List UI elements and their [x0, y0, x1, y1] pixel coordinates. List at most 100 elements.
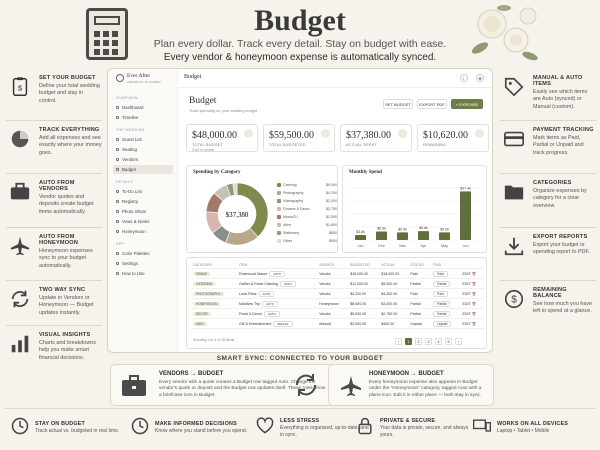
category-badge: VENUE: [193, 271, 210, 276]
edit-button[interactable]: EDIT: [462, 321, 471, 326]
paid-select[interactable]: Unpaid: [433, 320, 452, 327]
trash-icon[interactable]: 🗑: [470, 281, 477, 286]
sidebar-item-label: Guest List: [122, 137, 142, 142]
benefit-title: MAKE INFORMED DECISIONS: [155, 421, 237, 428]
edit-button[interactable]: EDIT: [462, 291, 471, 296]
sidebar-item-registry[interactable]: Registry: [113, 197, 173, 206]
table-row[interactable]: PHOTOGRAPHY Luna Films AUTO Vendor $4,200.00…: [191, 288, 484, 299]
donut-center-value: $37,380: [226, 211, 249, 219]
credit-card-icon: [500, 125, 528, 153]
paid-cell: Partial: [431, 278, 461, 289]
legend-label: Photography: [283, 191, 304, 195]
benefit-desc: Track actual vs. budgeted in real time.: [35, 428, 120, 435]
sidebar-item-vendors[interactable]: Vendors: [113, 155, 173, 164]
edit-button[interactable]: EDIT: [462, 281, 471, 286]
logo-icon: [116, 74, 124, 82]
benefit-item: WORKS ON ALL DEVICES Laptop • Tablet • Mo…: [472, 410, 596, 446]
sidebar-item-label: Vendors: [122, 157, 139, 162]
benefit-item: MAKE INFORMED DECISIONS Know where you st…: [130, 410, 248, 446]
feature-title: TWO WAY SYNC: [39, 287, 86, 293]
legend-label: Videography: [283, 199, 304, 203]
main-content: Budget ☾ ⚙ Budget Track spending vs. you…: [178, 69, 492, 352]
set-budget-button[interactable]: SET BUDGET: [383, 99, 413, 109]
page-button[interactable]: 2: [415, 338, 422, 345]
table-row[interactable]: CATERING Gather & Feast Catering AUTO Vendo…: [191, 278, 484, 289]
right-feature-text: EXPORT REPORTS Export your budget or spen…: [533, 232, 596, 260]
sidebar-item-seating[interactable]: Seating: [113, 145, 173, 154]
item-name: Maldives Trip: [238, 301, 261, 306]
table-row[interactable]: DECOR Floral & Decor AUTO Vendor $5,500.00 $2…: [191, 308, 484, 319]
trash-icon[interactable]: 🗑: [470, 271, 477, 276]
paid-select[interactable]: Paid: [433, 290, 448, 297]
export-pdf-button[interactable]: EXPORT PDF: [417, 99, 447, 109]
left-feature-text: AUTO FROM VENDORS Vendor quotes and depos…: [39, 178, 102, 216]
source-tag: AUTO: [269, 270, 285, 277]
budgeted-cell: $12,000.00: [348, 278, 380, 289]
page-button[interactable]: 1: [405, 338, 412, 345]
edit-button[interactable]: EDIT: [462, 301, 471, 306]
sidebar-item-budget[interactable]: Budget: [113, 165, 173, 174]
table-row[interactable]: VENUE Rosewood Manor AUTO Vendor $18,000.00 $…: [191, 268, 484, 279]
benefit-title: PRIVATE & SECURE: [380, 418, 436, 424]
page-button[interactable]: ›: [455, 338, 462, 345]
sidebar-item-honeymoon[interactable]: Honeymoon: [113, 227, 173, 236]
action-cell: EDIT 🗑: [460, 268, 484, 279]
sidebar-item-color-palettes[interactable]: Color Palettes: [113, 249, 173, 258]
legend-item: Flowers & Decor $2,750: [277, 207, 337, 211]
benefit-text: STAY ON BUDGET Track actual vs. budgeted …: [35, 421, 119, 435]
sidebar-item-how-to-use[interactable]: How to Use: [113, 269, 173, 278]
nav-icon: [116, 252, 119, 255]
x-tick-label: Mar: [399, 244, 406, 248]
legend-value: $2,500: [326, 215, 337, 219]
devices-icon: [472, 416, 492, 441]
paid-select[interactable]: Partial: [433, 300, 451, 307]
sidebar-item-settings[interactable]: Settings: [113, 259, 173, 268]
sidebar-item-vows-notes[interactable]: Vows & Notes: [113, 217, 173, 226]
theme-toggle-icon[interactable]: ☾: [460, 74, 468, 82]
feature-desc: Define your total wedding budget and sta…: [39, 83, 100, 104]
trash-icon[interactable]: 🗑: [470, 291, 477, 296]
bar: [460, 191, 471, 240]
feature-desc: Add all expenses and see exactly where y…: [39, 135, 102, 156]
flower-decoration: [471, 5, 538, 61]
sidebar-item-label: Budget: [122, 167, 136, 172]
add-expense-button[interactable]: + EXPENSE: [451, 99, 483, 109]
settings-icon[interactable]: ⚙: [476, 74, 484, 82]
page-button[interactable]: 4: [435, 338, 442, 345]
edit-button[interactable]: EDIT: [462, 271, 471, 276]
paid-select[interactable]: Paid: [433, 270, 448, 277]
status-badge: Paid: [410, 291, 418, 296]
table-row[interactable]: MISC Gift & Entertainment MANUAL Manual $2,5…: [191, 318, 484, 329]
source-tag: MANUAL: [273, 320, 293, 327]
sidebar-item-photo-shots[interactable]: Photo Shots: [113, 207, 173, 216]
trash-icon[interactable]: 🗑: [470, 321, 477, 326]
paid-select[interactable]: Partial: [433, 280, 451, 287]
paid-select[interactable]: Partial: [433, 310, 451, 317]
left-feature-text: TRACK EVERYTHING Add all expenses and see…: [39, 125, 102, 157]
page-button[interactable]: ‹: [395, 338, 402, 345]
nav-icon: [116, 138, 119, 141]
sidebar-item-dashboard[interactable]: Dashboard: [113, 103, 173, 112]
page-button[interactable]: 3: [425, 338, 432, 345]
sidebar-item-to-do-list[interactable]: To-Do List: [113, 187, 173, 196]
stat-label: TOTAL BUDGETED: [269, 143, 306, 147]
legend-label: Catering: [283, 183, 297, 187]
table-row[interactable]: HONEYMOON Maldives Trip AUTO Honeymoon $8,50…: [191, 298, 484, 309]
stat-icon: [475, 129, 484, 138]
sidebar-item-guest-list[interactable]: Guest List: [113, 135, 173, 144]
left-feature: $ SET YOUR BUDGET Define your total weddin…: [6, 73, 102, 105]
feature-title: PAYMENT TRACKING: [533, 127, 594, 133]
trash-icon[interactable]: 🗑: [470, 301, 477, 306]
legend-item: Videography $2,000: [277, 199, 337, 203]
benefit-text: MAKE INFORMED DECISIONS Know where you st…: [155, 421, 247, 435]
edit-button[interactable]: EDIT: [462, 311, 471, 316]
x-tick-label: Feb: [378, 244, 385, 248]
right-feature: $ REMAINING BALANCE See how much you have …: [500, 285, 596, 316]
airplane-icon: [6, 232, 34, 260]
page-button[interactable]: 5: [445, 338, 452, 345]
benefit-title: WORKS ON ALL DEVICES: [497, 421, 569, 428]
sidebar-item-timeline[interactable]: Timeline: [113, 113, 173, 122]
stat-note[interactable]: Click to update: [192, 148, 215, 152]
trash-icon[interactable]: 🗑: [470, 311, 477, 316]
brand-sub: WEDDING PLANNER: [127, 80, 162, 84]
